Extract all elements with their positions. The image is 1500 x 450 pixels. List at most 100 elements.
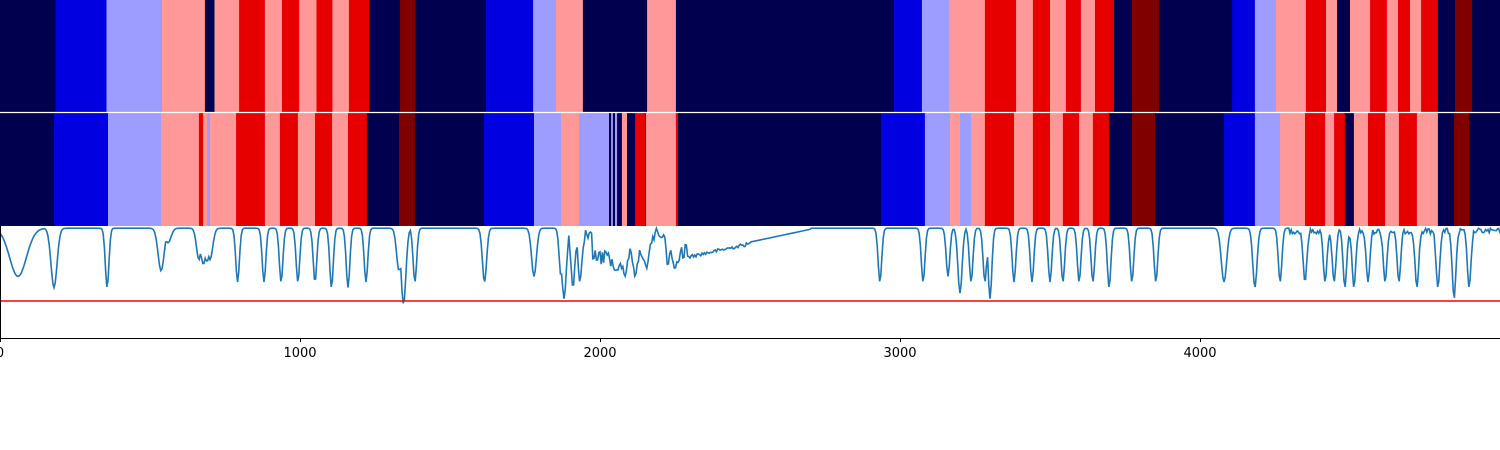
heatmap-cell — [239, 0, 266, 112]
heatmap-cell — [1232, 0, 1256, 112]
heatmap-cell — [948, 0, 986, 112]
heatmap-track-1 — [0, 0, 1500, 112]
heatmap-cell — [1455, 0, 1473, 112]
heatmap-cell — [1224, 113, 1256, 226]
heatmap-cell — [1326, 0, 1338, 112]
heatmap-cell — [203, 113, 208, 226]
heatmap-cell — [582, 0, 648, 112]
heatmap-cell — [1305, 113, 1326, 226]
heatmap-cell — [635, 113, 646, 226]
heatmap-cell — [921, 0, 950, 112]
heatmap-cell — [647, 0, 677, 112]
heatmap-cell — [1131, 113, 1156, 226]
heatmap-cell — [555, 0, 584, 112]
heatmap-cell — [332, 0, 350, 112]
heatmap-cell — [1079, 113, 1094, 226]
heatmap-cell — [1254, 0, 1277, 112]
heatmap-cell — [533, 0, 557, 112]
heatmap-cell — [1368, 113, 1386, 226]
heatmap-cell — [54, 113, 109, 226]
signal-line — [0, 225, 1500, 304]
heatmap-cell — [0, 113, 55, 226]
heatmap-cell — [369, 0, 401, 112]
heatmap-cell — [960, 113, 972, 226]
heatmap-cell — [1131, 0, 1160, 112]
heatmap-cell — [645, 113, 647, 226]
heatmap-cell — [612, 113, 616, 226]
heatmap-cell — [1440, 0, 1456, 112]
heatmap-cell — [1305, 0, 1327, 112]
heatmap-cell — [106, 0, 163, 112]
heatmap-cell — [1370, 0, 1388, 112]
heatmap-cell — [627, 113, 636, 226]
heatmap-cell — [894, 0, 923, 112]
heatmap-cell — [108, 113, 162, 226]
heatmap-cell — [675, 0, 895, 112]
heatmap-cell — [486, 0, 534, 112]
x-tick-label: 4000 — [1183, 346, 1216, 361]
heatmap-cell — [264, 0, 283, 112]
heatmap-cell — [1014, 113, 1034, 226]
heatmap-cell — [1016, 0, 1034, 112]
heatmap-cell — [645, 113, 677, 226]
heatmap-cell — [0, 0, 56, 112]
x-axis: 0 1000 2000 3000 4000 — [0, 338, 1500, 361]
heatmap-cell — [210, 113, 237, 226]
heatmap-cell — [348, 0, 370, 112]
heatmap-cell — [881, 113, 926, 226]
signal-panel — [0, 225, 1500, 338]
heatmap-cell — [198, 113, 204, 226]
x-tick-label: 3000 — [883, 346, 916, 361]
heatmap-cell — [611, 113, 614, 226]
heatmap-cell — [366, 113, 400, 226]
heatmap-cell — [617, 113, 623, 226]
heatmap-cell — [1062, 113, 1080, 226]
heatmap-cell — [924, 113, 951, 226]
heatmap-cell — [214, 0, 240, 112]
heatmap-cell — [1050, 0, 1067, 112]
heatmap-cell — [621, 113, 628, 226]
heatmap-cell — [1386, 0, 1399, 112]
heatmap-cell — [204, 0, 215, 112]
heatmap-cell — [1095, 0, 1115, 112]
heatmap-cell — [1050, 113, 1064, 226]
heatmap-cell — [297, 113, 316, 226]
x-tick-label: 2000 — [583, 346, 616, 361]
heatmap-cell — [984, 0, 1017, 112]
heatmap-cell — [579, 113, 610, 226]
heatmap-cell — [1398, 113, 1418, 226]
heatmap-cell — [1344, 113, 1355, 226]
heatmap-cell — [609, 113, 612, 226]
heatmap-cell — [1032, 113, 1051, 226]
heatmap-cell — [615, 113, 618, 226]
heatmap-cell — [415, 0, 487, 112]
heatmap-cell — [236, 113, 266, 226]
heatmap-cell — [282, 0, 300, 112]
heatmap-cell — [299, 0, 317, 112]
heatmap-cell — [207, 113, 211, 226]
heatmap-cell — [399, 113, 416, 226]
heatmap-cell — [414, 113, 485, 226]
heatmap-tracks — [0, 0, 1500, 226]
heatmap-cell — [1334, 113, 1346, 226]
heatmap-cell — [162, 0, 206, 112]
heatmap-cell — [1385, 113, 1400, 226]
heatmap-cell — [399, 0, 416, 112]
heatmap-cell — [534, 113, 562, 226]
heatmap-cell — [1092, 113, 1110, 226]
heatmap-cell — [1155, 113, 1225, 226]
heatmap-cell — [315, 113, 333, 226]
heatmap-cell — [675, 113, 679, 226]
heatmap-cell — [1437, 113, 1455, 226]
heatmap-cell — [1109, 113, 1133, 226]
heatmap-cell — [1410, 0, 1422, 112]
x-tick-label: 1000 — [283, 346, 316, 361]
heatmap-track-2 — [0, 113, 1500, 226]
heatmap-cell — [1469, 113, 1500, 226]
heatmap-cell — [1416, 113, 1439, 226]
heatmap-cell — [1472, 0, 1500, 112]
heatmap-cell — [1032, 0, 1051, 112]
heatmap-cell — [1113, 0, 1133, 112]
heatmap-cell — [984, 113, 1015, 226]
